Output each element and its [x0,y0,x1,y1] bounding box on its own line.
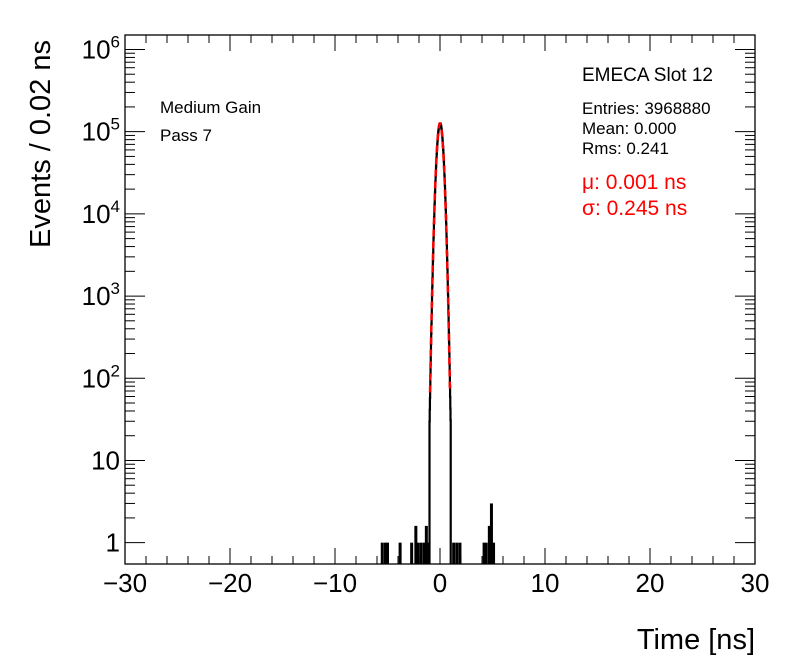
y-axis-title: Events / 0.02 ns [25,40,57,248]
outlier-bin [386,542,389,564]
y-tick-label: 104 [82,197,120,229]
x-tick-label: −10 [313,568,357,598]
histogram-line [428,122,452,564]
x-tick-label: 30 [741,568,770,598]
outlier-bin [383,542,387,564]
fit-sigma-label: σ: 0.245 ns [582,197,687,220]
x-axis-title: Time [ns] [637,624,755,656]
x-tick-label: 20 [636,568,665,598]
x-tick-labels: −30 −20 −10 0 10 20 30 [103,568,770,598]
annotation-gain: Medium Gain [160,98,261,117]
outlier-bin [410,542,414,564]
stats-mean: Mean: 0.000 [582,119,677,138]
outlier-bin [489,503,493,564]
outlier-bin [492,542,496,564]
outlier-bin [416,542,420,564]
outlier-bin [458,542,462,564]
x-tick-label: 10 [531,568,560,598]
gaussian-fit-curve [428,122,452,393]
annotation-pass: Pass 7 [160,126,212,145]
x-tick-label: −20 [208,568,252,598]
stats-title: EMECA Slot 12 [582,65,713,86]
outlier-bin [482,542,486,564]
outlier-bin [424,525,428,564]
y-tick-label: 103 [82,279,120,311]
fit-mu-label: μ: 0.001 ns [582,171,686,194]
y-tick-labels: 1 10 102 103 104 105 106 [82,32,120,557]
y-tick-label: 102 [82,361,120,393]
x-tick-label: −30 [103,568,147,598]
outlier-bin [398,542,402,564]
stats-entries: Entries: 3968880 [582,99,711,118]
outlier-bin [414,525,418,564]
y-tick-label: 105 [82,115,120,147]
outlier-bin [484,542,488,564]
y-tick-label: 106 [82,32,120,64]
x-tick-label: 0 [433,568,447,598]
outlier-bin [455,542,459,564]
outlier-bin [380,542,384,564]
outlier-bin [419,542,423,564]
outlier-bins [380,503,496,564]
stats-rms: Rms: 0.241 [582,139,669,158]
outlier-bin [487,525,491,564]
y-tick-label: 1 [106,528,120,558]
y-tick-label: 10 [91,445,120,475]
outlier-bin [422,542,426,564]
outlier-bin [452,542,456,564]
axis-ticks [124,35,756,564]
